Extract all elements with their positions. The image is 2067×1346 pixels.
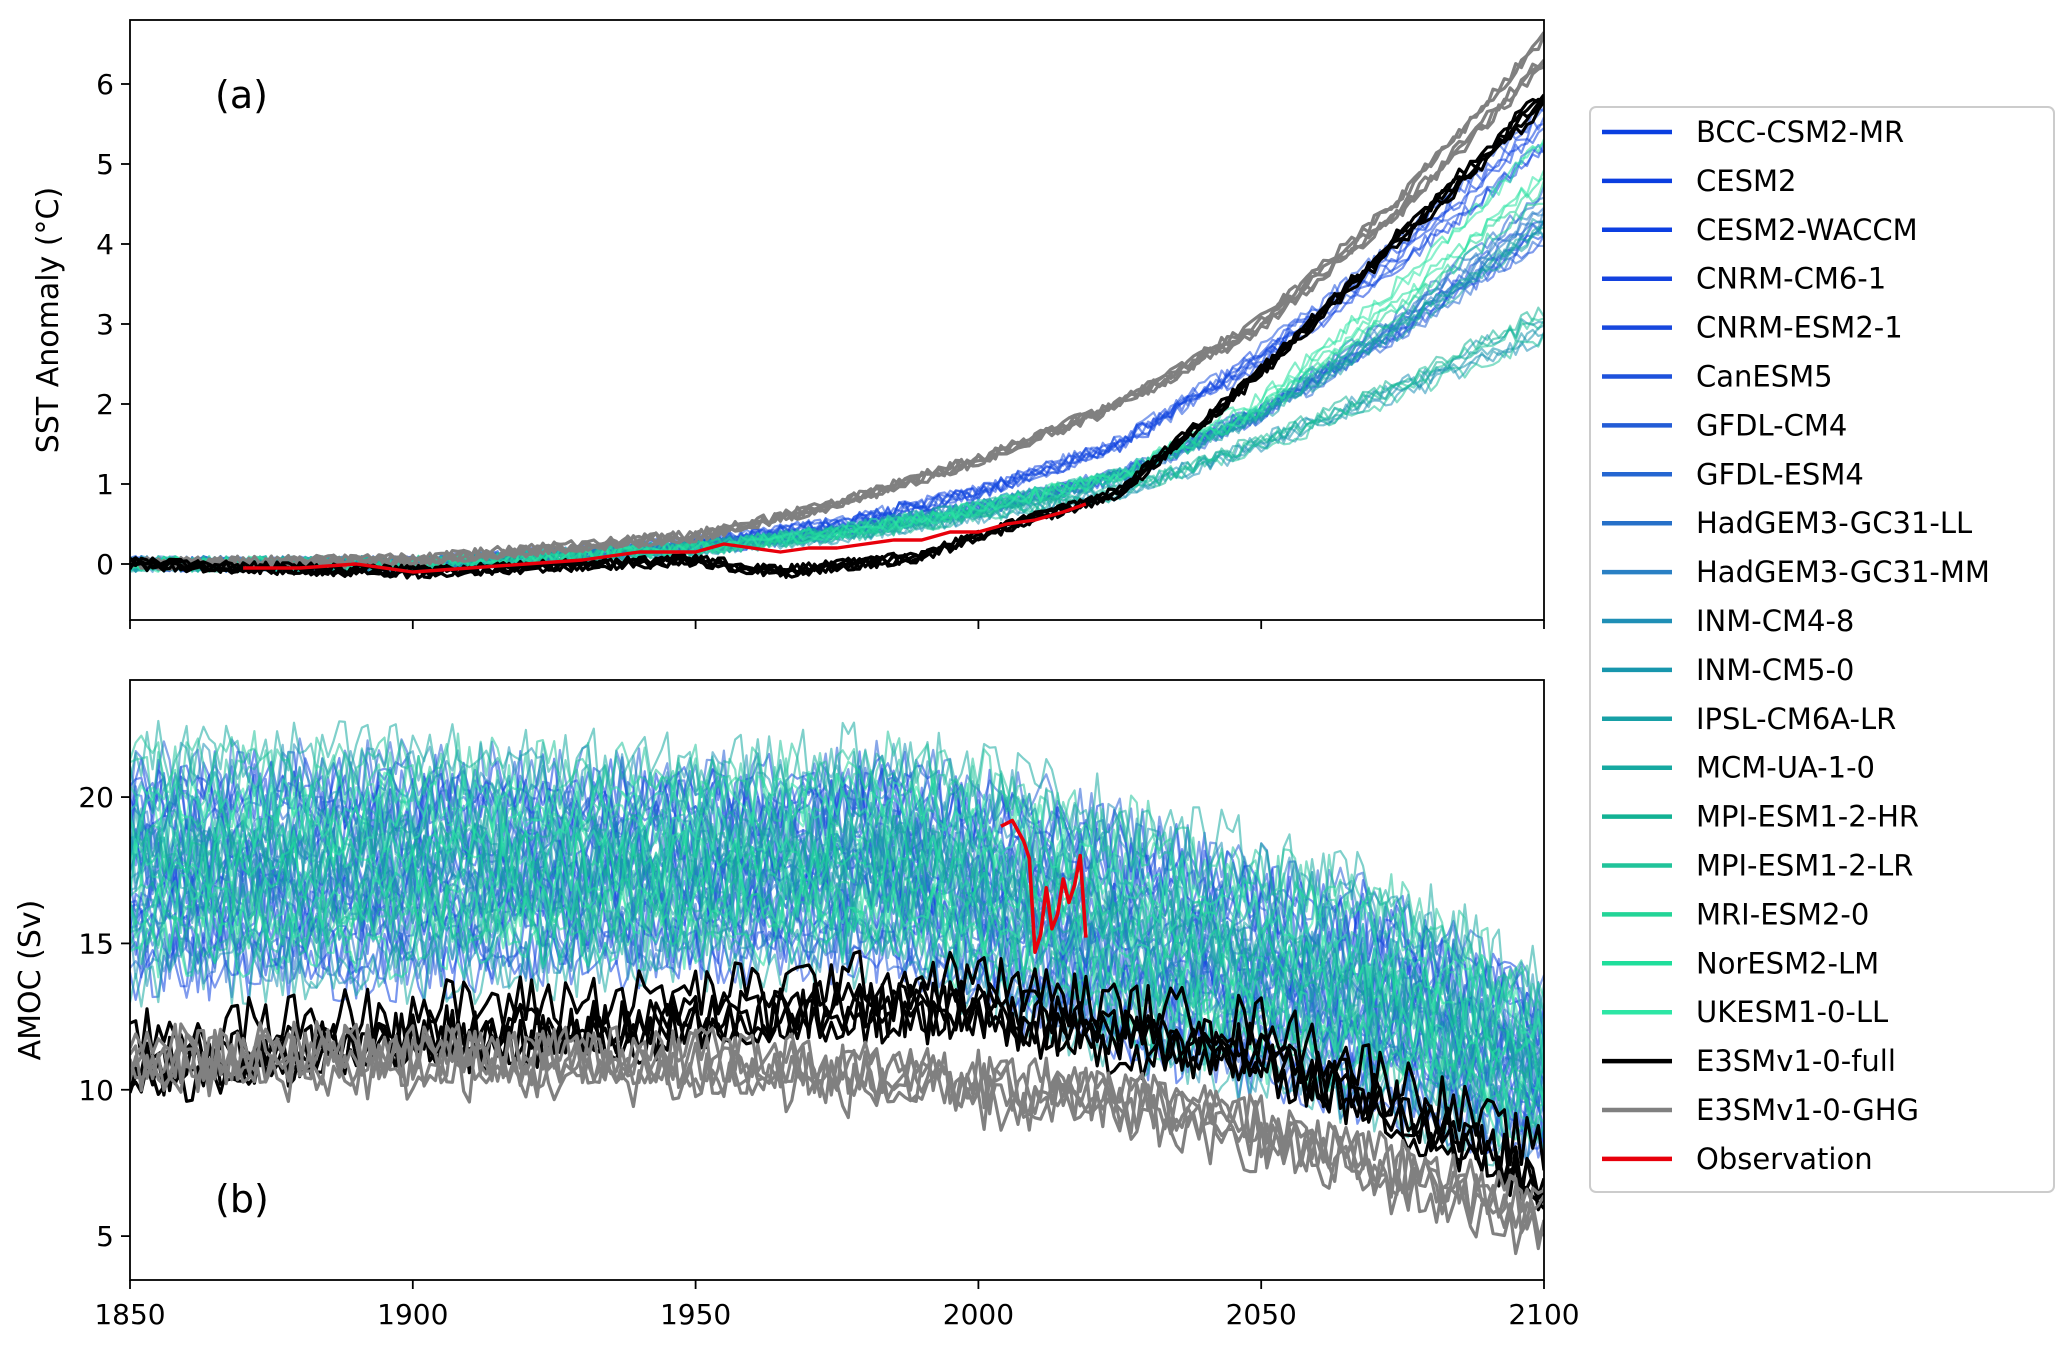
amoc-model-line [130,901,1544,1158]
y-tick-label: 1 [96,468,114,501]
panel-b-amoc: 5 10 15 20 1850 1900 1950 2000 2050 2100 (b) AMO… [13,679,1580,1331]
panel-b-x-axis: 1850 1900 1950 2000 2050 2100 [94,1280,1580,1331]
amoc-model-line [130,909,1544,1167]
y-tick-label: 0 [96,548,114,581]
y-tick-label: 4 [96,228,114,261]
legend-label: Observation [1696,1142,1873,1176]
series-line-E3SMv1-0-full [130,95,1544,580]
panel-a-x-axis [129,620,1545,629]
legend-label: MCM-UA-1-0 [1696,751,1875,785]
panel-b-frame [129,679,1545,1281]
legend-label: INM-CM4-8 [1696,604,1854,638]
legend-label: GFDL-ESM4 [1696,457,1864,491]
legend-item: MRI-ESM2-0 [1602,897,1869,931]
y-tick-label: 2 [96,388,114,421]
legend-item: MPI-ESM1-2-HR [1602,800,1919,834]
amoc-model-line [130,812,1544,1083]
amoc-line-E3SMv1-0-full [130,949,1544,1171]
legend-label: CNRM-CM6-1 [1696,262,1886,296]
legend-item: BCC-CSM2-MR [1602,115,1904,149]
legend-label: CNRM-ESM2-1 [1696,311,1903,345]
legend-item: GFDL-ESM4 [1602,457,1864,491]
y-tick-label: 15 [78,927,114,960]
legend-item: GFDL-CM4 [1602,408,1847,442]
legend-item: CNRM-CM6-1 [1602,262,1886,296]
legend-label: GFDL-CM4 [1696,408,1847,442]
legend-label: UKESM1-0-LL [1696,995,1888,1029]
legend-item: MPI-ESM1-2-LR [1602,849,1913,883]
panel-a-ylabel: SST Anomaly (°C) [31,187,66,453]
amoc-model-line [130,824,1544,1099]
y-tick-label: 5 [96,1220,114,1253]
legend-frame [1589,106,2055,1193]
legend-item: E3SMv1-0-full [1602,1044,1896,1078]
x-tick-label: 2000 [943,1298,1014,1331]
y-tick-label: 10 [78,1074,114,1107]
legend-item: Observation [1602,1142,1873,1176]
legend: BCC-CSM2-MR CESM2 CESM2-WACCM CNRM-CM6-1 CNR… [1589,106,2055,1193]
y-tick-label: 5 [96,148,114,181]
legend-label: CESM2-WACCM [1696,213,1918,247]
legend-label: BCC-CSM2-MR [1696,115,1904,149]
y-tick-label: 3 [96,308,114,341]
x-tick-label: 1850 [94,1298,165,1331]
legend-label: E3SMv1-0-GHG [1696,1093,1919,1127]
x-tick-label: 2050 [1226,1298,1297,1331]
series-line-E3SMv1-0-full [130,97,1544,578]
x-tick-label: 2100 [1508,1298,1579,1331]
legend-item: NorESM2-LM [1602,946,1879,980]
x-tick-label: 1950 [660,1298,731,1331]
sst-lines-group [130,31,1544,580]
panel-b-y-axis: 5 10 15 20 [78,781,130,1253]
panel-a-sst: 0 1 2 3 4 5 6 (a) SST Anomaly (°C) [31,19,1545,629]
legend-item: HadGEM3-GC31-MM [1602,555,1990,589]
panel-a-y-axis: 0 1 2 3 4 5 6 [96,68,130,581]
legend-label: INM-CM5-0 [1696,653,1854,687]
series-line-Observation [243,502,1087,574]
legend-label: MRI-ESM2-0 [1696,897,1869,931]
legend-item: INM-CM5-0 [1602,653,1854,687]
legend-label: IPSL-CM6A-LR [1696,702,1896,736]
legend-item: CESM2 [1602,164,1796,198]
amoc-model-line [130,747,1544,1018]
legend-item: CESM2-WACCM [1602,213,1918,247]
legend-label: CESM2 [1696,164,1796,198]
legend-item: CanESM5 [1602,360,1833,394]
legend-item: E3SMv1-0-GHG [1602,1093,1919,1127]
legend-item: IPSL-CM6A-LR [1602,702,1896,736]
legend-item: HadGEM3-GC31-LL [1602,506,1972,540]
amoc-model-line [130,822,1544,1088]
panel-a-label: (a) [215,73,268,117]
legend-label: E3SMv1-0-full [1696,1044,1896,1078]
legend-item: UKESM1-0-LL [1602,995,1888,1029]
legend-label: CanESM5 [1696,360,1833,394]
legend-label: MPI-ESM1-2-LR [1696,849,1913,883]
amoc-model-line [130,820,1544,1078]
x-tick-label: 1900 [377,1298,448,1331]
legend-item: INM-CM4-8 [1602,604,1854,638]
legend-label: NorESM2-LM [1696,946,1879,980]
y-tick-label: 20 [78,781,114,814]
amoc-model-line [130,864,1544,1124]
legend-item: MCM-UA-1-0 [1602,751,1875,785]
amoc-line-E3SMv1-0-GHG [130,1020,1544,1218]
y-tick-label: 6 [96,68,114,101]
panel-b-ylabel: AMOC (Sv) [13,900,48,1061]
amoc-model-line [130,921,1544,1167]
amoc-model-line [130,902,1544,1151]
amoc-observation-line [1000,818,1088,954]
amoc-line-E3SMv1-0-GHG [130,1044,1544,1256]
legend-label: MPI-ESM1-2-HR [1696,800,1919,834]
panel-a-frame [129,19,1545,621]
legend-label: HadGEM3-GC31-MM [1696,555,1990,589]
amoc-model-line [130,719,1544,1012]
legend-label: HadGEM3-GC31-LL [1696,506,1972,540]
legend-item: CNRM-ESM2-1 [1602,311,1903,345]
amoc-lines-group [130,719,1544,1256]
amoc-model-line [130,872,1544,1140]
panel-b-label: (b) [215,1177,269,1221]
amoc-model-line [130,781,1544,1068]
series-line-E3SMv1-0-GHG [130,65,1544,571]
